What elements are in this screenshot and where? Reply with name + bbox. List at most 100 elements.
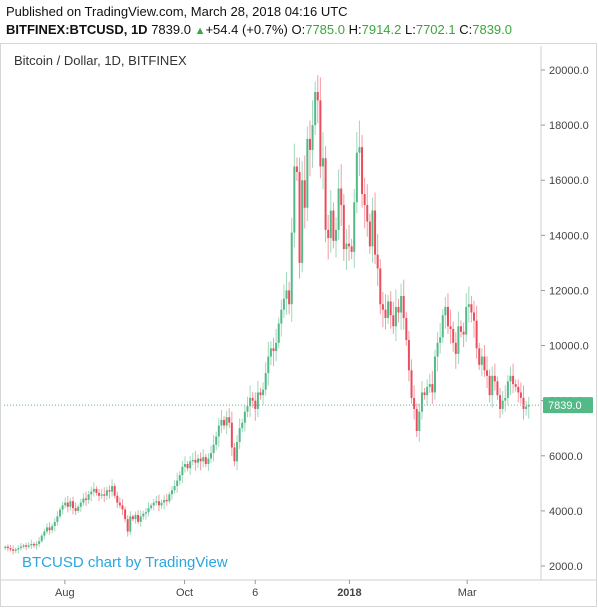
candle-body <box>259 392 262 396</box>
candle-body <box>228 417 231 423</box>
candle-body <box>155 501 158 503</box>
candle-body <box>319 100 322 167</box>
candle-body <box>499 395 502 409</box>
candle-body <box>129 516 132 532</box>
candle-body <box>194 459 197 463</box>
candle-body <box>293 166 296 233</box>
candle-body <box>374 210 377 255</box>
candle-body <box>272 348 275 352</box>
candle-body <box>306 138 309 208</box>
chart-frame <box>0 43 597 607</box>
candle-body <box>400 295 403 313</box>
candle-body <box>121 505 124 510</box>
candle-body <box>478 348 481 365</box>
candle-body <box>45 527 48 532</box>
x-tick-label: Oct <box>176 587 193 599</box>
candle-body <box>17 548 20 550</box>
candle-body <box>116 495 119 503</box>
candle-body <box>311 125 314 150</box>
candle-body <box>275 342 278 352</box>
candle-body <box>181 466 184 476</box>
candle-body <box>165 499 168 502</box>
candle-body <box>337 188 340 230</box>
candle-body <box>233 447 236 462</box>
candle-body <box>212 444 215 454</box>
candle-body <box>160 502 163 506</box>
low-value: 7702.1 <box>415 22 456 37</box>
change-value: +54.4 (+0.7%) <box>205 22 288 37</box>
up-arrow-icon: ▲ <box>194 25 206 37</box>
y-tick-label: 12000.0 <box>549 285 589 297</box>
candle-body <box>64 502 67 506</box>
candle-body <box>223 419 226 426</box>
candle-body <box>335 229 338 241</box>
last-price: 7839.0 <box>151 22 191 37</box>
candle-body <box>90 491 93 495</box>
candle-body <box>361 147 364 194</box>
candle-body <box>51 526 54 531</box>
candle-body <box>61 505 64 510</box>
y-tick-label: 6000.0 <box>549 451 583 463</box>
candle-body <box>150 505 153 509</box>
candle-body <box>473 312 476 321</box>
candle-body <box>6 546 9 549</box>
candle-body <box>264 373 267 390</box>
candle-body <box>525 406 528 409</box>
candle-body <box>230 422 233 448</box>
candle-body <box>493 375 496 382</box>
candle-body <box>9 548 12 550</box>
candle-body <box>56 516 59 522</box>
candle-body <box>137 515 140 522</box>
candle-body <box>384 309 387 318</box>
candle-body <box>66 502 69 507</box>
quote-line: BITFINEX:BTCUSD, 1D 7839.0 ▲+54.4 (+0.7%… <box>6 22 512 37</box>
candle-body <box>225 417 228 426</box>
candle-body <box>428 384 431 387</box>
candle-body <box>433 356 436 393</box>
candle-body <box>92 488 95 492</box>
candle-body <box>243 411 246 423</box>
candle-body <box>142 513 145 517</box>
candle-body <box>98 492 101 496</box>
candle-body <box>103 494 106 496</box>
candle-body <box>452 329 455 343</box>
close-label: C: <box>459 22 473 37</box>
candle-body <box>277 323 280 343</box>
candle-body <box>262 389 265 396</box>
candle-body <box>366 205 369 222</box>
candle-body <box>87 494 90 500</box>
candle-body <box>282 298 285 310</box>
candle-body <box>405 318 408 341</box>
chart-title: Bitcoin / Dollar, 1D, BITFINEX <box>14 53 187 68</box>
candle-body <box>32 543 35 546</box>
candle-body <box>38 541 41 544</box>
candle-body <box>48 527 51 531</box>
candle-body <box>426 386 429 396</box>
candle-body <box>267 356 270 374</box>
candle-body <box>173 486 176 491</box>
candle-body <box>170 490 173 495</box>
candle-body <box>77 506 80 511</box>
candle-body <box>22 545 25 547</box>
candle-body <box>12 549 15 551</box>
candle-body <box>470 304 473 313</box>
candle-body <box>462 331 465 335</box>
candle-body <box>457 326 460 354</box>
candle-body <box>246 406 249 412</box>
candle-body <box>256 392 259 409</box>
y-tick-label: 16000.0 <box>549 175 589 187</box>
candle-body <box>40 535 43 542</box>
candle-body <box>139 516 142 522</box>
candle-body <box>204 457 207 465</box>
candle-body <box>350 246 353 252</box>
candle-body <box>314 92 317 126</box>
candle-body <box>527 405 530 407</box>
candle-body <box>14 549 17 551</box>
tradingview-watermark[interactable]: BTCUSD chart by TradingView <box>22 554 228 571</box>
candle-body <box>254 400 257 409</box>
candle-body <box>506 381 509 398</box>
candle-body <box>332 210 335 241</box>
candle-body <box>210 453 213 459</box>
symbol-label: BITFINEX:BTCUSD, 1D <box>6 22 148 37</box>
